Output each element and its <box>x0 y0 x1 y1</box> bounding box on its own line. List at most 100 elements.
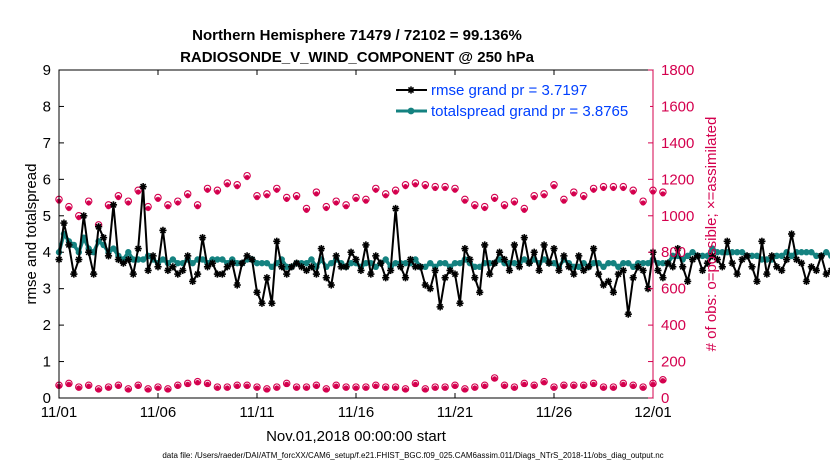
obs-assimilated-point <box>185 381 191 387</box>
obs-assimilated-point-stroke <box>234 184 240 190</box>
rmse-point-stroke <box>95 223 102 230</box>
obs-assimilated-point-stroke <box>660 191 666 197</box>
obs-assimilated-point-stroke <box>284 381 290 387</box>
rmse-point <box>75 255 83 264</box>
obs-assimilated-point-stroke <box>224 385 230 391</box>
rmse-point-stroke <box>169 263 176 270</box>
rmse-point-stroke <box>471 274 478 281</box>
obs-assimilated-point <box>264 387 270 393</box>
obs-assimilated-point <box>353 196 359 202</box>
obs-assimilated-point <box>640 385 646 391</box>
obs-assimilated-point-stroke <box>432 385 438 391</box>
obs-assimilated-point <box>303 385 310 391</box>
rmse-point <box>590 244 598 253</box>
obs-assimilated-point-stroke <box>155 385 161 391</box>
totalspread-point <box>773 252 780 260</box>
rmse-point-stroke <box>293 260 300 267</box>
obs-assimilated-point-stroke <box>76 215 82 221</box>
y-left-tick-label: 9 <box>43 62 51 79</box>
obs-assimilated-point-stroke <box>492 376 498 382</box>
rmse-point-stroke <box>352 256 360 263</box>
obs-assimilated-point-stroke <box>264 193 270 199</box>
rmse-point-stroke <box>234 281 241 289</box>
y-right-tick-label: 0 <box>661 390 669 407</box>
rmse-point <box>585 263 593 271</box>
rmse-point <box>817 252 825 260</box>
rmse-point <box>753 277 761 285</box>
rmse-point-stroke <box>768 252 775 259</box>
obs-assimilated-point <box>591 381 597 387</box>
chart-title: Northern Hemisphere 71479 / 72102 = 99.1… <box>192 27 522 44</box>
totalspread-point <box>234 259 241 267</box>
obs-assimilated-point-stroke <box>224 182 230 188</box>
obs-assimilated-point <box>442 385 448 391</box>
rmse-point-stroke <box>120 260 127 267</box>
rmse-point <box>293 259 301 267</box>
rmse-point-stroke <box>204 263 211 270</box>
rmse-point <box>555 266 563 275</box>
obs-assimilated-point-stroke <box>561 383 567 389</box>
totalspread-point <box>615 263 622 270</box>
obs-assimilated-point <box>66 381 72 387</box>
rmse-point-stroke <box>263 274 271 281</box>
obs-assimilated-point-stroke <box>502 383 507 389</box>
obs-assimilated-point-stroke <box>462 198 468 204</box>
rmse-point-stroke <box>451 270 459 278</box>
obs-assimilated-point-stroke <box>115 383 121 389</box>
rmse-point <box>198 234 207 242</box>
obs-assimilated-point <box>96 387 102 393</box>
legend-box <box>390 75 650 123</box>
obs-assimilated-point <box>600 385 607 391</box>
y-left-tick-label: 4 <box>43 244 51 261</box>
obs-assimilated-point-stroke <box>175 200 181 206</box>
rmse-point-stroke <box>298 263 305 270</box>
obs-assimilated-point <box>165 387 171 393</box>
totalspread-point <box>709 245 716 252</box>
obs-assimilated-point-stroke <box>96 387 102 393</box>
rmse-point-stroke <box>402 274 409 281</box>
totalspread-point <box>625 259 632 267</box>
y-left-tick-label: 3 <box>43 281 51 298</box>
rmse-point-stroke <box>793 256 800 263</box>
obs-assimilated-point <box>581 194 587 201</box>
obs-assimilated-point <box>185 193 191 199</box>
rmse-point-stroke <box>664 260 671 267</box>
obs-assimilated-point <box>501 204 508 210</box>
obs-assimilated-point <box>284 381 290 387</box>
rmse-point-stroke <box>328 281 335 289</box>
obs-assimilated-point <box>145 387 151 393</box>
totalspread-point <box>823 249 830 256</box>
obs-assimilated-point-stroke <box>175 383 181 389</box>
obs-assimilated-point-stroke <box>115 195 121 200</box>
rmse-point-stroke <box>615 270 622 278</box>
obs-assimilated-point-stroke <box>214 189 220 195</box>
obs-assimilated-point-stroke <box>581 195 587 200</box>
rmse-point-stroke <box>362 241 370 249</box>
rmse-point-stroke <box>630 274 637 281</box>
obs-assimilated-point <box>135 189 141 195</box>
obs-assimilated-point <box>274 385 280 391</box>
rmse-point-stroke <box>135 245 142 252</box>
rmse-point-stroke <box>565 263 572 270</box>
rmse-point <box>80 212 88 220</box>
rmse-point <box>783 255 791 264</box>
obs-assimilated-point <box>214 189 220 195</box>
obs-assimilated-point-stroke <box>373 187 379 193</box>
rmse-point-stroke <box>610 289 617 296</box>
obs-assimilated-point <box>600 185 607 192</box>
rmse-point-stroke <box>288 263 295 270</box>
obs-assimilated-point-stroke <box>145 206 151 211</box>
rmse-point <box>797 259 806 267</box>
obs-assimilated-point <box>442 185 448 192</box>
obs-assimilated-point-stroke <box>125 200 131 206</box>
obs-assimilated-point-stroke <box>323 206 329 211</box>
obs-assimilated-point <box>551 184 557 190</box>
rmse-point <box>431 266 439 275</box>
rmse-point-stroke <box>763 270 770 278</box>
rmse-point-stroke <box>338 263 345 270</box>
obs-assimilated-point-stroke <box>304 207 309 213</box>
totalspread-point <box>630 263 637 270</box>
y-axis-left-label: rmse and totalspread <box>23 164 40 305</box>
rmse-point-stroke <box>209 260 216 267</box>
y-left-tick-label: 8 <box>43 98 51 115</box>
